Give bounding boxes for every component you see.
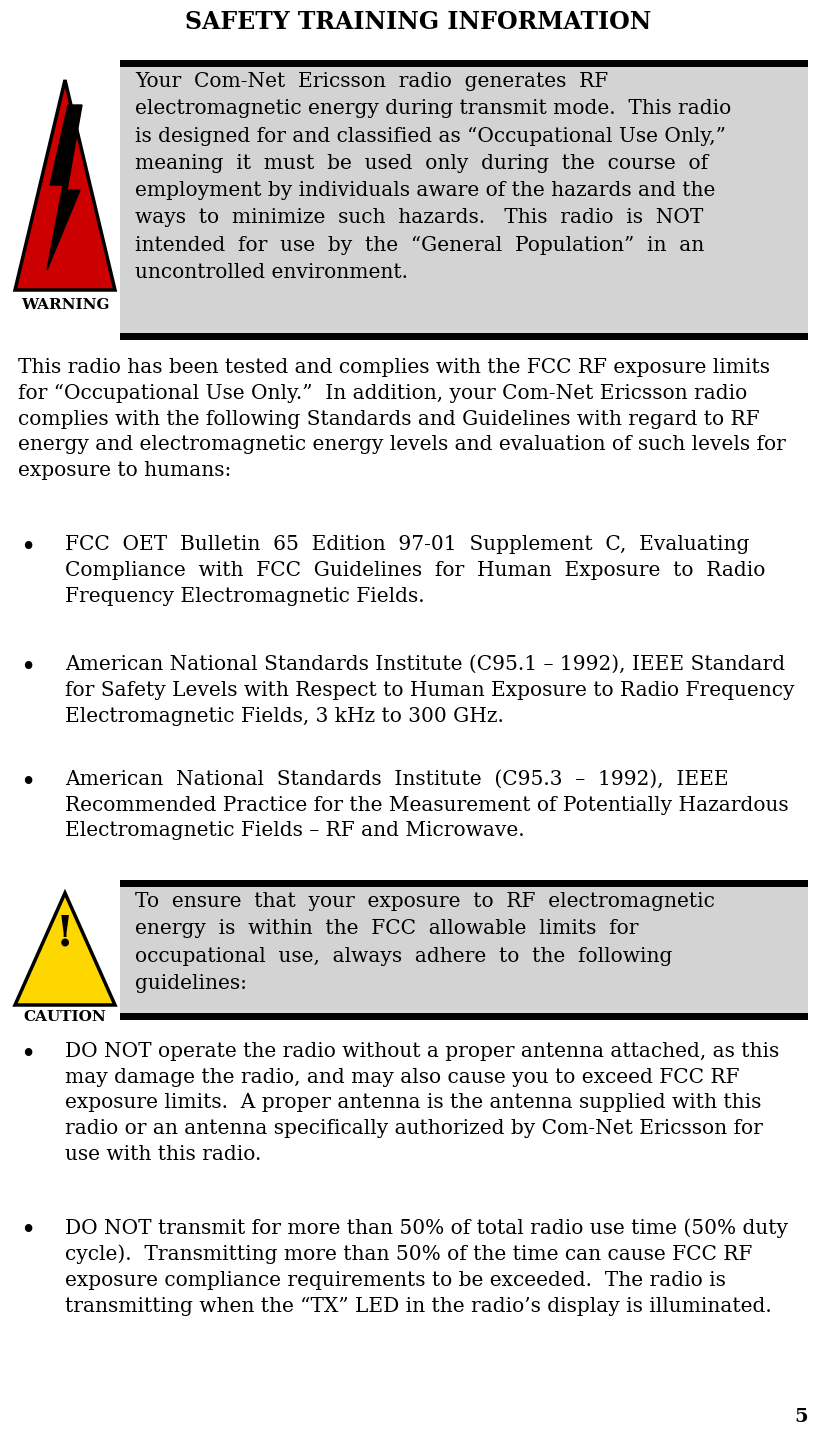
Text: Your  Com-Net  Ericsson  radio  generates  RF
electromagnetic energy during tran: Your Com-Net Ericsson radio generates RF…: [135, 72, 732, 281]
Text: 5: 5: [794, 1409, 808, 1426]
Bar: [120, 880, 808, 1020]
Text: American National Standards Institute (C95.1 – 1992), IEEE Standard
for Safety L: American National Standards Institute (C…: [65, 655, 794, 725]
Polygon shape: [15, 893, 115, 1005]
Text: SAFETY TRAINING INFORMATION: SAFETY TRAINING INFORMATION: [185, 10, 651, 34]
Text: •: •: [20, 1218, 35, 1244]
Text: •: •: [20, 655, 35, 681]
Text: •: •: [20, 1043, 35, 1067]
Polygon shape: [15, 80, 115, 290]
Text: To  ensure  that  your  exposure  to  RF  electromagnetic
energy  is  within  th: To ensure that your exposure to RF elect…: [135, 892, 715, 992]
Text: CAUTION: CAUTION: [23, 1010, 106, 1024]
Bar: [120, 60, 808, 340]
Text: WARNING: WARNING: [21, 299, 110, 312]
Text: DO NOT operate the radio without a proper antenna attached, as this
may damage t: DO NOT operate the radio without a prope…: [65, 1043, 779, 1165]
Text: American  National  Standards  Institute  (C95.3  –  1992),  IEEE
Recommended Pr: American National Standards Institute (C…: [65, 770, 788, 840]
Bar: [120, 1012, 808, 1020]
Bar: [120, 333, 808, 340]
Text: •: •: [20, 770, 35, 796]
Text: FCC  OET  Bulletin  65  Edition  97-01  Supplement  C,  Evaluating
Compliance  w: FCC OET Bulletin 65 Edition 97-01 Supple…: [65, 536, 766, 606]
Bar: [120, 60, 808, 67]
Text: !: !: [56, 912, 74, 954]
Text: •: •: [20, 536, 35, 560]
Text: DO NOT transmit for more than 50% of total radio use time (50% duty
cycle).  Tra: DO NOT transmit for more than 50% of tot…: [65, 1218, 788, 1315]
Polygon shape: [47, 105, 82, 270]
Text: This radio has been tested and complies with the FCC RF exposure limits
for “Occ: This radio has been tested and complies …: [18, 358, 786, 480]
Bar: [120, 880, 808, 887]
